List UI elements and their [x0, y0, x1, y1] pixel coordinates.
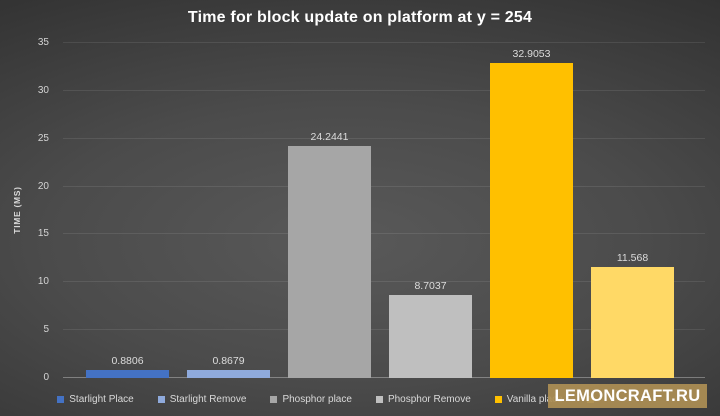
legend-swatch-icon [375, 395, 383, 403]
bar-group: 0.8806 0.8679 24.2441 8.7037 32.9053 11.568 [63, 43, 707, 378]
bar-value-label: 0.8679 [212, 354, 245, 367]
y-tick-label: 15 [37, 228, 49, 240]
bar-slot: 32.9053 [481, 48, 582, 378]
bar-value-label: 24.2441 [310, 130, 349, 143]
legend-label: Starlight Remove [169, 393, 247, 405]
legend-item: Vanilla place [494, 393, 563, 405]
legend-label: Vanilla place [506, 393, 563, 405]
legend-swatch-icon [494, 395, 502, 403]
bar-value-label: 0.8806 [111, 354, 144, 367]
bar [187, 369, 270, 378]
legend-item: Phosphor place [270, 394, 352, 405]
bar-value-label: 11.568 [616, 252, 649, 265]
bar [490, 63, 573, 378]
legend-swatch-icon [157, 395, 165, 403]
bar-value-label: 8.7037 [414, 279, 447, 292]
bar [591, 267, 674, 378]
bar [389, 294, 472, 378]
y-tick-label: 10 [37, 276, 49, 288]
y-tick-label: 25 [37, 132, 49, 144]
bar-slot: 0.8679 [178, 355, 279, 378]
y-tick-label: 35 [37, 37, 49, 48]
legend-label: Phosphor Remove [387, 393, 471, 405]
bar-slot: 0.8806 [77, 355, 178, 378]
legend-item: Phosphor Remove [375, 393, 471, 405]
bar [288, 145, 371, 378]
gridline [63, 137, 705, 139]
gridline [63, 281, 705, 283]
gridline [63, 42, 705, 43]
chart-title: Time for block update on platform at y =… [187, 9, 533, 26]
x-axis-line [63, 377, 705, 378]
bar-slot: 24.2441 [279, 131, 380, 378]
gridline [63, 233, 705, 235]
bar-slot: 11.568 [582, 252, 683, 378]
legend-label: Phosphor place [282, 393, 352, 405]
plot-area: 0.8806 0.8679 24.2441 8.7037 32.9053 11.568 [63, 42, 707, 378]
legend-swatch-icon [57, 395, 65, 403]
legend-swatch-icon [270, 395, 278, 403]
gridline [63, 329, 705, 331]
y-axis-tick-labels: 0 5 10 15 20 25 30 35 [0, 38, 57, 383]
bar [86, 369, 169, 378]
watermark-text: LEMONCRAFT.RU [554, 386, 701, 405]
y-tick-label: 0 [43, 372, 49, 383]
watermark: LEMONCRAFT.RU [548, 384, 707, 408]
gridline [63, 89, 705, 91]
legend-item: Starlight Remove [157, 393, 247, 405]
y-tick-label: 30 [37, 84, 49, 96]
legend-item: Starlight Place [57, 393, 134, 405]
y-tick-label: 5 [43, 324, 49, 336]
legend-label: Starlight Place [69, 393, 134, 405]
y-tick-label: 20 [37, 180, 49, 192]
bar-value-label: 32.9053 [512, 48, 551, 61]
gridline [63, 185, 705, 187]
bar-slot: 8.7037 [380, 280, 481, 378]
